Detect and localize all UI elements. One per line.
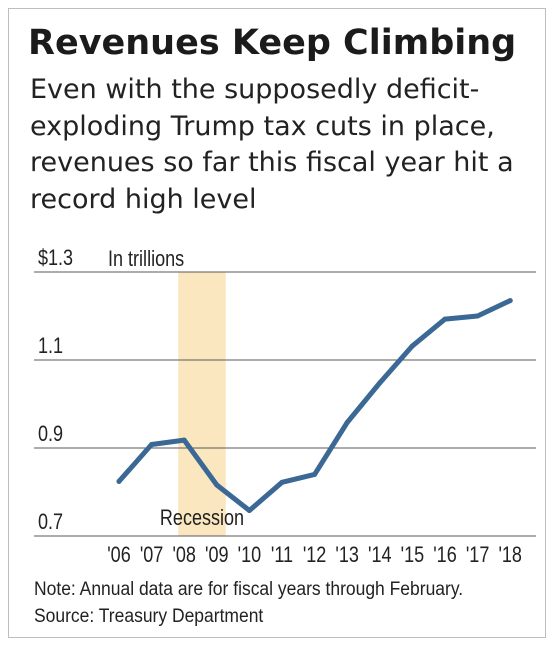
data-point xyxy=(344,419,350,425)
unit-label: In trillions xyxy=(108,247,184,271)
note-text: Note: Annual data are for fiscal years t… xyxy=(34,579,464,600)
x-tick-label: '11 xyxy=(271,543,293,567)
y-tick-label: 1.1 xyxy=(38,334,63,358)
x-tick-label: '14 xyxy=(368,543,392,567)
chart-card xyxy=(8,8,546,638)
data-point xyxy=(312,471,318,477)
y-tick-label: 0.9 xyxy=(38,422,63,446)
recession-band xyxy=(178,272,226,536)
x-tick-label: '16 xyxy=(433,543,457,567)
data-point xyxy=(409,343,415,349)
data-point xyxy=(377,380,383,386)
x-tick-label: '08 xyxy=(172,543,196,567)
x-tick-label: '07 xyxy=(140,543,164,567)
data-point xyxy=(246,507,252,513)
x-tick-label: '13 xyxy=(335,543,359,567)
x-tick-label: '12 xyxy=(303,543,327,567)
data-point xyxy=(149,441,155,447)
data-point xyxy=(475,313,481,319)
chart-title: Revenues Keep Climbing xyxy=(28,23,517,63)
data-point xyxy=(214,482,220,488)
data-point xyxy=(442,316,448,322)
x-tick-label: '17 xyxy=(466,543,490,567)
chart-notes: Note: Annual data are for fiscal years t… xyxy=(34,576,463,630)
x-tick-label: '09 xyxy=(205,543,229,567)
x-tick-label: '15 xyxy=(401,543,425,567)
source-text: Source: Treasury Department xyxy=(34,606,264,627)
revenue-line xyxy=(116,298,513,513)
y-tick-label: 0.7 xyxy=(38,510,63,534)
x-tick-label: '18 xyxy=(498,543,522,567)
data-point xyxy=(116,478,122,484)
data-point xyxy=(181,437,187,443)
data-point xyxy=(507,298,513,304)
chart-subtitle: Even with the supposedly deficit-explodi… xyxy=(30,74,514,215)
x-tick-label: '10 xyxy=(238,543,262,567)
x-tick-label: '06 xyxy=(107,543,131,567)
data-point xyxy=(279,479,285,485)
recession-label: Recession xyxy=(160,506,244,530)
y-tick-label: $1.3 xyxy=(38,246,73,270)
